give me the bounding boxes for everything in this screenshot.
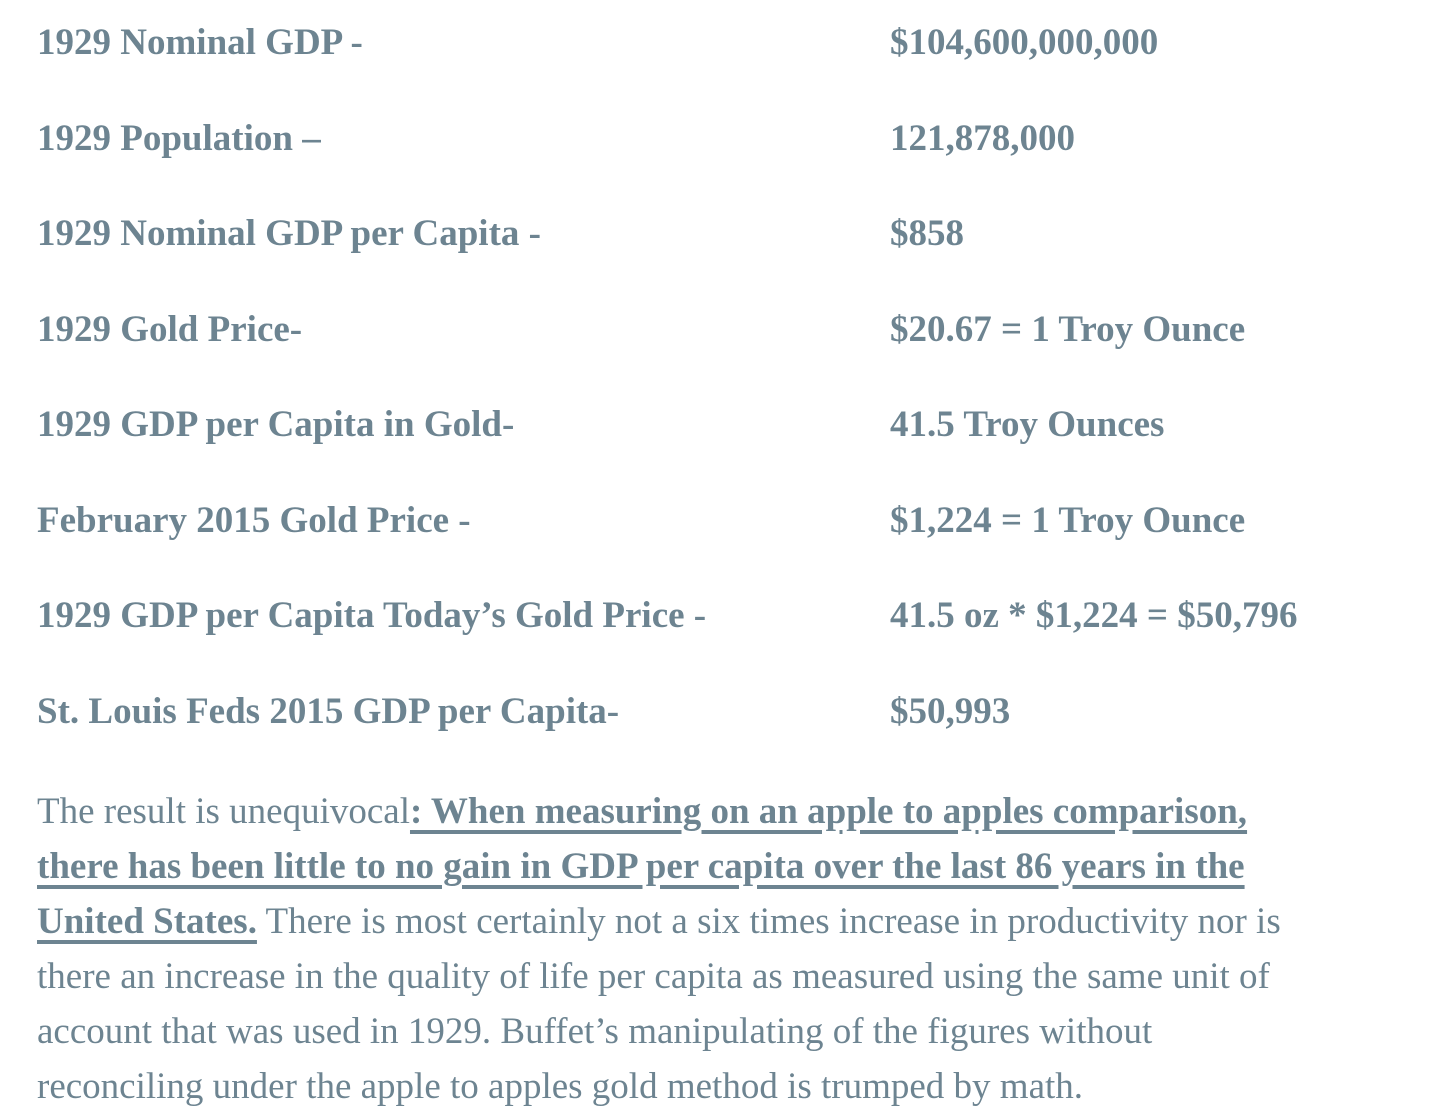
stat-label: 1929 Nominal GDP -	[37, 22, 363, 63]
stat-label: 1929 GDP per Capita Today’s Gold Price -	[37, 595, 707, 636]
stat-value: $104,600,000,000	[890, 22, 1159, 63]
paragraph-rest: There is most certainly not a six times …	[37, 900, 1281, 1107]
stat-label: 1929 Nominal GDP per Capita -	[37, 213, 541, 254]
stat-row-2015-gold-price: February 2015 Gold Price - $1,224 = 1 Tr…	[37, 493, 1300, 548]
stat-row-gdp-per-capita-todays-gold: 1929 GDP per Capita Today’s Gold Price -…	[37, 588, 1300, 643]
paragraph-intro: The result is unequivocal	[37, 790, 410, 832]
stat-value: $1,224 = 1 Troy Ounce	[890, 499, 1246, 541]
stat-label: 1929 Gold Price-	[37, 308, 303, 350]
stat-row-1929-gold-price: 1929 Gold Price- $20.67 = 1 Troy Ounce	[37, 302, 1300, 357]
stat-label: February 2015 Gold Price -	[37, 499, 471, 541]
stat-row-gdp-per-capita: 1929 Nominal GDP per Capita - $858	[37, 206, 1300, 261]
conclusion-paragraph: The result is unequivocal: When measurin…	[37, 784, 1300, 1114]
stat-value: 121,878,000	[890, 117, 1075, 159]
stat-row-population: 1929 Population – 121,878,000	[37, 111, 1300, 166]
stat-label: 1929 Population –	[37, 117, 321, 159]
stat-value: $50,993	[890, 690, 1011, 732]
stat-value: $858	[890, 213, 964, 254]
stat-value: $20.67 = 1 Troy Ounce	[890, 308, 1246, 350]
stat-value: 41.5 Troy Ounces	[890, 404, 1165, 445]
stat-row-stlouis-fed-gdp: St. Louis Feds 2015 GDP per Capita- $50,…	[37, 684, 1300, 739]
stat-value: 41.5 oz * $1,224 = $50,796	[890, 595, 1298, 636]
document-page: 1929 Nominal GDP - $104,600,000,000 1929…	[37, 15, 1300, 1114]
stat-label: St. Louis Feds 2015 GDP per Capita-	[37, 690, 620, 732]
stat-row-nominal-gdp: 1929 Nominal GDP - $104,600,000,000	[37, 15, 1300, 70]
paragraph-emphasis-underlined: : When measuring on an apple to apples c…	[37, 790, 1248, 942]
stat-label: 1929 GDP per Capita in Gold-	[37, 404, 515, 445]
stat-row-gdp-per-capita-in-gold: 1929 GDP per Capita in Gold- 41.5 Troy O…	[37, 397, 1300, 452]
